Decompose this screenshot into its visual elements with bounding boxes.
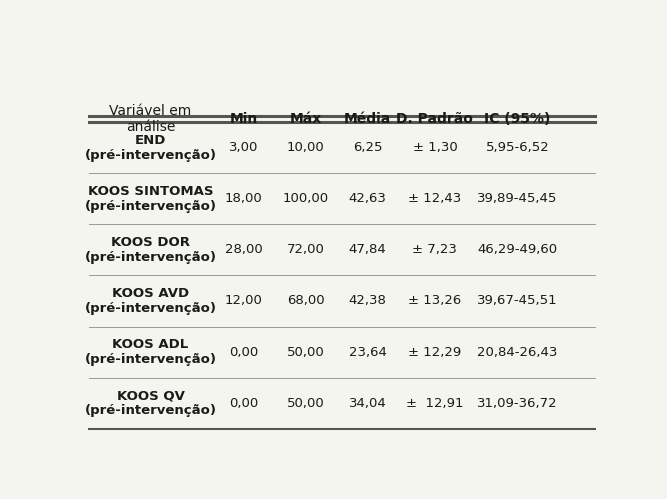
Text: Min: Min <box>229 112 257 126</box>
Text: 28,00: 28,00 <box>225 244 263 256</box>
Text: 68,00: 68,00 <box>287 294 324 307</box>
Text: 46,29-49,60: 46,29-49,60 <box>478 244 558 256</box>
Text: Variável em
análise: Variável em análise <box>109 104 191 134</box>
Text: 42,38: 42,38 <box>349 294 387 307</box>
Text: 39,67-45,51: 39,67-45,51 <box>478 294 558 307</box>
Text: IC (95%): IC (95%) <box>484 112 551 126</box>
Text: 10,00: 10,00 <box>287 141 325 154</box>
Text: 42,63: 42,63 <box>349 192 387 205</box>
Text: Média: Média <box>344 112 392 126</box>
Text: 23,64: 23,64 <box>349 346 387 359</box>
Text: 31,09-36,72: 31,09-36,72 <box>478 397 558 410</box>
Text: Máx: Máx <box>289 112 321 126</box>
Text: 0,00: 0,00 <box>229 346 258 359</box>
Text: 34,04: 34,04 <box>349 397 387 410</box>
Text: 0,00: 0,00 <box>229 397 258 410</box>
Text: 18,00: 18,00 <box>225 192 263 205</box>
Text: 20,84-26,43: 20,84-26,43 <box>478 346 558 359</box>
Text: D. Padrão: D. Padrão <box>396 112 474 126</box>
Text: ± 1,30: ± 1,30 <box>412 141 458 154</box>
Text: 6,25: 6,25 <box>353 141 382 154</box>
Text: 47,84: 47,84 <box>349 244 387 256</box>
Text: 50,00: 50,00 <box>287 346 325 359</box>
Text: KOOS AVD
(pré-intervenção): KOOS AVD (pré-intervenção) <box>85 287 217 315</box>
Text: 72,00: 72,00 <box>287 244 325 256</box>
Text: 100,00: 100,00 <box>283 192 329 205</box>
Text: ± 7,23: ± 7,23 <box>412 244 458 256</box>
Text: ±  12,91: ± 12,91 <box>406 397 464 410</box>
Text: END
(pré-intervenção): END (pré-intervenção) <box>85 134 217 162</box>
Text: 5,95-6,52: 5,95-6,52 <box>486 141 550 154</box>
Text: KOOS DOR
(pré-intervenção): KOOS DOR (pré-intervenção) <box>85 236 217 264</box>
Text: 12,00: 12,00 <box>225 294 263 307</box>
Text: KOOS SINTOMAS
(pré-intervenção): KOOS SINTOMAS (pré-intervenção) <box>85 185 217 213</box>
Text: ± 12,43: ± 12,43 <box>408 192 462 205</box>
Text: ± 12,29: ± 12,29 <box>408 346 462 359</box>
Text: ± 13,26: ± 13,26 <box>408 294 462 307</box>
Text: 39,89-45,45: 39,89-45,45 <box>478 192 558 205</box>
Text: 3,00: 3,00 <box>229 141 258 154</box>
Text: KOOS ADL
(pré-intervenção): KOOS ADL (pré-intervenção) <box>85 338 217 366</box>
Text: 50,00: 50,00 <box>287 397 325 410</box>
Text: KOOS QV
(pré-intervenção): KOOS QV (pré-intervenção) <box>85 389 217 417</box>
